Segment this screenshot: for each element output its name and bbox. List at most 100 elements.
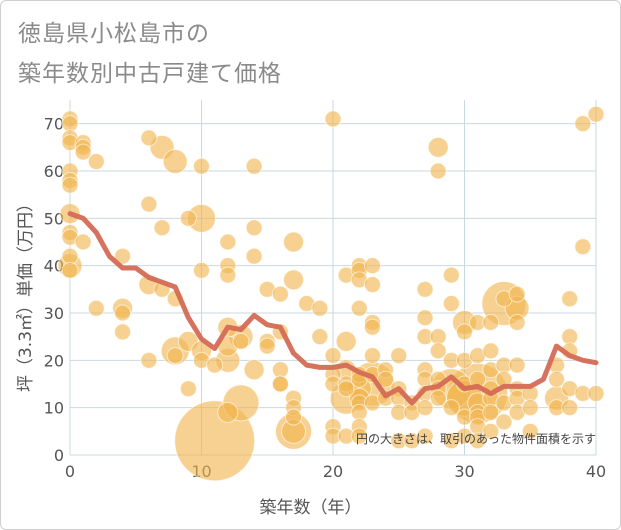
data-bubble — [166, 347, 184, 365]
data-bubble — [363, 347, 381, 365]
data-bubble — [429, 342, 447, 360]
data-bubble — [482, 313, 500, 331]
data-bubble — [153, 219, 171, 237]
data-bubble — [427, 136, 449, 158]
data-bubble — [350, 427, 368, 445]
data-bubble — [324, 347, 342, 365]
data-bubble — [245, 157, 263, 175]
data-bubble — [61, 247, 79, 265]
data-bubble — [335, 330, 357, 352]
data-bubble — [174, 400, 256, 482]
data-bubble — [61, 261, 79, 279]
data-bubble — [74, 143, 92, 161]
y-tick-label: 10 — [44, 399, 64, 418]
data-bubble — [61, 176, 79, 194]
data-bubble — [416, 280, 434, 298]
data-bubble — [243, 359, 265, 381]
data-bubble — [442, 399, 460, 417]
data-bubble — [416, 399, 434, 417]
data-bubble — [311, 328, 329, 346]
data-bubble — [390, 347, 408, 365]
average-price-line — [67, 211, 599, 406]
data-bubble — [74, 233, 92, 251]
data-bubble — [87, 299, 105, 317]
data-bubble — [482, 403, 500, 421]
data-bubble — [429, 162, 447, 180]
data-bubble — [179, 209, 197, 227]
data-bubble — [429, 389, 447, 407]
data-bubble — [416, 309, 434, 327]
data-bubble — [456, 323, 473, 341]
data-bubble — [285, 408, 303, 426]
data-bubble — [561, 290, 579, 308]
data-bubble — [232, 332, 250, 350]
data-bubble — [258, 337, 276, 355]
data-bubble — [140, 195, 158, 213]
data-bubble — [283, 269, 305, 291]
chart-title-line2: 築年数別中古戸建て価格 — [18, 61, 282, 87]
data-bubble — [561, 328, 579, 346]
data-bubble — [245, 247, 263, 265]
data-bubble — [271, 375, 289, 393]
data-bubble — [495, 413, 513, 431]
data-bubble — [61, 115, 79, 133]
data-bubble — [219, 233, 237, 251]
x-tick-label: 0 — [65, 462, 75, 481]
y-tick-label: 60 — [44, 162, 64, 181]
data-bubble — [363, 318, 381, 336]
data-bubble — [114, 247, 132, 265]
y-axis-label-box: 坪（3.3㎡）単価（万円） — [8, 148, 40, 438]
data-bubble — [193, 261, 210, 279]
y-tick-label: 20 — [44, 351, 64, 370]
data-bubble — [140, 129, 158, 147]
data-bubble — [482, 342, 500, 360]
chart-title-line1: 徳島県小松島市の — [18, 21, 210, 47]
x-tick-label: 20 — [323, 462, 343, 481]
data-bubble — [521, 422, 539, 440]
data-bubble — [271, 285, 289, 303]
data-bubble — [140, 351, 158, 369]
data-bubble — [587, 105, 605, 123]
data-bubble — [508, 313, 526, 331]
data-bubble — [482, 422, 500, 440]
data-bubble — [311, 299, 329, 317]
data-bubble — [283, 231, 305, 253]
data-bubble — [574, 115, 592, 133]
x-tick-label: 40 — [586, 462, 606, 481]
x-tick-label: 30 — [454, 462, 474, 481]
data-bubble — [350, 299, 368, 317]
y-axis-label: 坪（3.3㎡）単価（万円） — [16, 194, 37, 392]
data-bubble — [162, 149, 188, 175]
data-bubble — [324, 110, 342, 128]
data-bubble — [469, 432, 487, 450]
data-bubble — [561, 399, 579, 417]
data-bubble — [429, 328, 447, 346]
data-bubble — [87, 153, 105, 171]
x-axis-label: 築年数（年） — [259, 498, 362, 518]
data-bubble — [206, 356, 224, 374]
data-bubble — [574, 238, 592, 256]
data-bubble — [548, 370, 566, 388]
data-bubble — [114, 304, 132, 322]
data-bubble — [508, 356, 526, 374]
y-tick-label: 70 — [44, 115, 64, 134]
data-bubble — [416, 427, 434, 445]
data-bubble — [363, 257, 381, 275]
data-bubble — [219, 266, 237, 284]
data-bubble — [193, 157, 210, 175]
data-bubble — [179, 380, 197, 398]
data-bubble — [508, 285, 526, 303]
data-bubble — [363, 276, 381, 294]
data-bubble — [114, 323, 132, 341]
y-tick-label: 30 — [44, 304, 64, 323]
y-tick-label: 0 — [54, 446, 64, 465]
data-bubble — [271, 361, 289, 379]
data-bubble — [442, 266, 460, 284]
data-bubble — [217, 401, 239, 423]
data-bubble — [377, 370, 395, 388]
data-bubble — [245, 219, 263, 237]
bubble-size-note: 円の大きさは、取引のあった物件面積を示す — [355, 432, 596, 446]
data-bubble — [587, 384, 605, 402]
